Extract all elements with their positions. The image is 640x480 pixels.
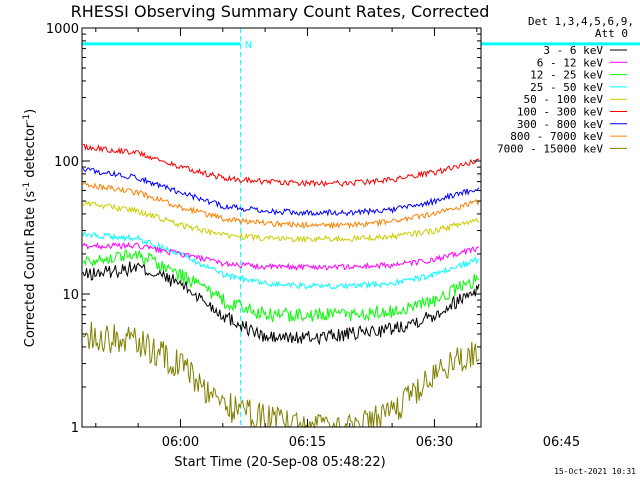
y-axis-label: Corrected Count Rate (s-1 detector-1) bbox=[22, 109, 38, 347]
series-line-100-300-kev bbox=[82, 143, 480, 188]
legend-label-3-6-kev: 3 - 6 keV bbox=[543, 44, 603, 57]
footer-date: 15-Oct-2021 10:31 bbox=[554, 467, 636, 476]
y-axis-label-mid: detector bbox=[23, 122, 38, 182]
x-tick-label: 06:15 bbox=[289, 435, 326, 450]
night-flag-label: N bbox=[245, 40, 252, 51]
y-tick-label: 1000 bbox=[46, 22, 79, 37]
chart-title: RHESSI Observing Summary Count Rates, Co… bbox=[71, 2, 490, 21]
plot-frame bbox=[81, 27, 482, 428]
y-axis-label-sup1: -1 bbox=[22, 182, 32, 191]
series-line-6-12-kev bbox=[82, 241, 480, 271]
y-tick-label: 10 bbox=[62, 288, 79, 303]
series-line-25-50-kev bbox=[82, 231, 480, 290]
y-tick-label: 100 bbox=[54, 155, 79, 170]
series-line-7000-15000-kev bbox=[82, 321, 480, 429]
y-axis-label-end: ) bbox=[23, 109, 38, 114]
series-line-3-6-kev bbox=[82, 261, 480, 346]
y-axis-label-sup2: -1 bbox=[22, 114, 32, 123]
x-tick-label: 06:30 bbox=[416, 435, 453, 450]
y-tick-label: 1 bbox=[71, 421, 79, 436]
legend-label-7000-15000-kev: 7000 - 15000 keV bbox=[497, 142, 603, 155]
y-axis-label-main: Corrected Count Rate (s bbox=[23, 191, 38, 348]
legend-label-6-12-kev: 6 - 12 keV bbox=[537, 56, 604, 69]
legend-label-800-7000-kev: 800 - 7000 keV bbox=[510, 130, 603, 143]
y-axis: 1 10 100 1000 bbox=[46, 22, 481, 436]
series-line-800-7000-kev bbox=[82, 182, 480, 230]
series-line-50-100-kev bbox=[82, 200, 480, 244]
legend-label-50-100-kev: 50 - 100 keV bbox=[524, 93, 604, 106]
series-line-300-800-kev bbox=[82, 167, 480, 217]
series-line-12-25-kev bbox=[82, 249, 480, 323]
legend-label-25-50-kev: 25 - 50 keV bbox=[530, 81, 603, 94]
legend-label-12-25-kev: 12 - 25 keV bbox=[530, 69, 603, 82]
legend-label-100-300-kev: 100 - 300 keV bbox=[517, 106, 603, 119]
x-tick-label: 06:00 bbox=[162, 435, 199, 450]
data-series bbox=[82, 143, 480, 429]
legend-label-300-800-kev: 300 - 800 keV bbox=[517, 118, 603, 131]
x-axis-label: Start Time (20-Sep-08 05:48:22) bbox=[174, 455, 385, 470]
x-tick-label: 06:45 bbox=[543, 435, 580, 450]
legend-header-line1: Det 1,3,4,5,6,9, bbox=[528, 15, 634, 28]
legend-header-line2: Att 0 bbox=[595, 27, 628, 40]
